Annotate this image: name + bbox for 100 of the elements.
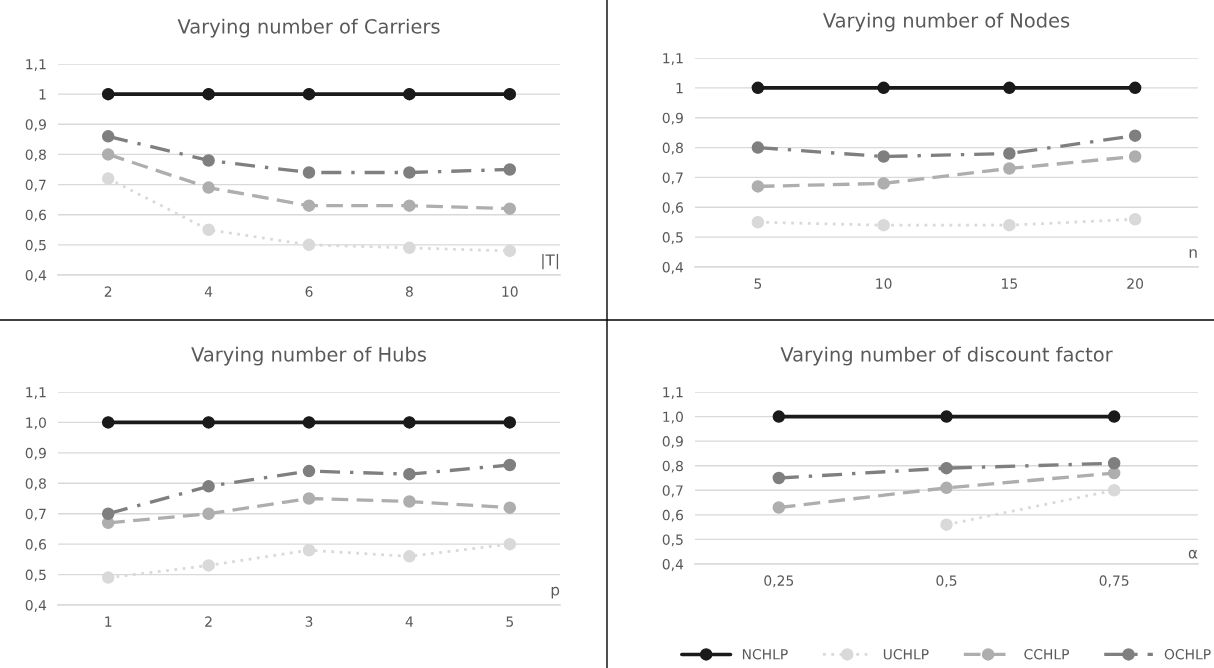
point: [202, 181, 215, 194]
point: [503, 163, 517, 176]
y-tick-label: 0,7: [662, 172, 683, 185]
point: [403, 166, 416, 179]
x-tick-label: 4: [405, 616, 414, 627]
point: [403, 550, 416, 563]
point: [503, 537, 517, 551]
point: [1128, 150, 1142, 163]
point: [101, 571, 115, 584]
point: [403, 199, 416, 212]
y-tick-label: 0,8: [662, 142, 683, 155]
legend-label: OCHLP: [1164, 648, 1211, 660]
point: [202, 480, 215, 493]
y-tick-label: 1,1: [663, 387, 683, 399]
point: [877, 150, 890, 163]
y-tick-label: 0,6: [662, 202, 684, 215]
y-tick-label: 0,6: [25, 539, 47, 552]
y-tick-label: 0,4: [25, 599, 47, 612]
point: [302, 464, 316, 478]
point: [940, 410, 953, 423]
point: [101, 507, 115, 520]
y-tick-label: 0,4: [662, 261, 684, 274]
point: [751, 141, 765, 154]
y-tick-label: 1,1: [26, 59, 46, 71]
point: [302, 492, 316, 505]
x-tick-label: 15: [1002, 278, 1017, 289]
point: [877, 81, 890, 95]
legend-label: NCHLP: [742, 648, 788, 660]
point: [1107, 466, 1121, 480]
point: [403, 495, 416, 508]
x-tick-label: 6: [305, 286, 313, 297]
x-tick-label: 2: [205, 616, 212, 627]
y-tick-label: 0,9: [25, 447, 46, 460]
point: [503, 416, 517, 429]
y-tick-label: 0,6: [662, 509, 684, 522]
point: [877, 177, 890, 190]
point: [202, 416, 215, 429]
y-tick-label: 1,1: [26, 387, 46, 399]
y-tick-label: 1,0: [26, 417, 46, 430]
legend-label: UCHLP: [883, 648, 929, 660]
point: [940, 518, 953, 531]
x-axis-title: p: [551, 586, 560, 599]
chart-title: Varying number of Carriers: [177, 18, 440, 38]
point: [1107, 457, 1121, 470]
y-tick-label: 0,4: [662, 558, 684, 571]
x-tick-label: 0,75: [1099, 575, 1129, 588]
point: [403, 87, 416, 101]
point: [302, 543, 316, 557]
y-tick-label: 0,5: [662, 534, 683, 547]
x-tick-label: 2: [104, 286, 112, 297]
y-tick-label: 1,1: [663, 53, 683, 65]
point: [503, 501, 517, 514]
x-tick-label: 8: [405, 286, 413, 297]
y-tick-label: 0,5: [25, 239, 46, 252]
point: [202, 559, 215, 572]
y-tick-label: 0,9: [662, 112, 683, 125]
point: [202, 154, 215, 167]
y-tick-label: 0,9: [662, 436, 683, 449]
point: [1107, 410, 1121, 423]
y-tick-label: 0,5: [662, 232, 683, 245]
x-tick-label: 4: [204, 286, 213, 297]
point: [1107, 484, 1121, 497]
x-tick-label: 0,25: [764, 575, 794, 588]
x-tick-label: 10: [502, 286, 518, 297]
point: [101, 172, 115, 185]
point: [1003, 147, 1016, 160]
point: [302, 238, 316, 252]
y-tick-label: 0,7: [25, 508, 46, 521]
point: [202, 223, 215, 237]
chart-title: Varying number of Hubs: [191, 346, 426, 366]
point: [1128, 212, 1142, 226]
point: [1128, 81, 1142, 95]
point: [940, 481, 953, 495]
point: [751, 215, 765, 229]
chart-title: Varying number of Nodes: [822, 12, 1070, 32]
point: [302, 416, 316, 429]
point: [503, 244, 517, 258]
point: [751, 81, 765, 95]
x-axis-title: α: [1188, 549, 1198, 559]
x-axis-title: n: [1189, 249, 1197, 258]
point: [751, 180, 765, 193]
y-tick-label: 0,8: [662, 460, 683, 473]
y-tick-label: 1: [676, 83, 683, 94]
x-tick-label: 20: [1127, 278, 1144, 289]
point: [302, 87, 316, 101]
y-tick-label: 0,6: [25, 209, 47, 222]
point: [772, 501, 786, 514]
point: [1128, 129, 1142, 142]
point: [1003, 162, 1016, 175]
point: [1003, 81, 1016, 95]
x-tick-label: 0,5: [936, 575, 957, 588]
point: [101, 87, 115, 101]
point: [403, 416, 416, 429]
y-tick-label: 0,8: [25, 478, 46, 491]
legend-label: CCHLP: [1024, 648, 1070, 660]
point: [877, 218, 890, 232]
point: [503, 202, 517, 215]
point: [772, 471, 786, 485]
point: [503, 87, 517, 101]
y-tick-label: 0,8: [25, 149, 46, 162]
